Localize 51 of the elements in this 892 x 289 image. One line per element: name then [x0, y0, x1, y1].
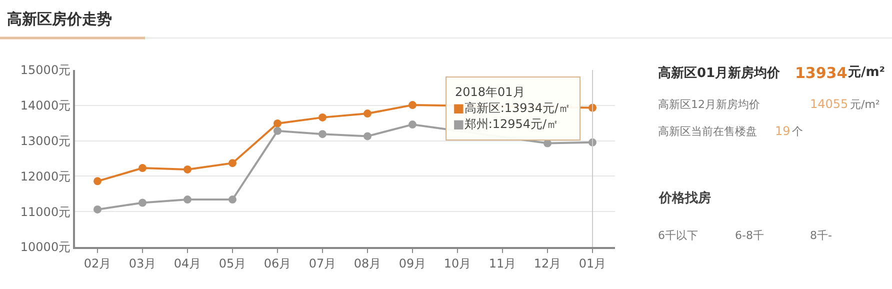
x-tick-label: 05月: [218, 256, 246, 270]
text: 价格找房: [658, 190, 711, 206]
x-tick-label: 02月: [84, 256, 112, 270]
point: [228, 196, 236, 204]
x-tick-label: 03月: [128, 256, 156, 270]
point: [364, 110, 372, 118]
text: 高新区12月新房均价: [658, 98, 760, 111]
y-tick-label: 10000元: [20, 240, 71, 254]
x-tick-label: 08月: [354, 256, 382, 270]
annotation: ■郑州:12954元/㎡: [453, 117, 559, 131]
point: [94, 205, 102, 214]
x-tick-label: 04月: [174, 256, 202, 270]
point: [274, 119, 282, 128]
chart-title: 高新区房价走势: [7, 10, 112, 28]
text: 个: [792, 125, 803, 138]
x-tick-label: 01月: [578, 256, 606, 270]
point: [94, 177, 102, 186]
x-tick-label: 09月: [398, 256, 426, 270]
y-tick-label: 13000元: [20, 134, 71, 148]
text: 高新区01月新房均价: [658, 65, 782, 81]
text: 19: [775, 124, 790, 138]
y-tick-label: 11000元: [20, 204, 71, 219]
point: [138, 164, 146, 172]
annotation: 2018年01月: [455, 85, 525, 99]
text: 6-8千: [735, 229, 764, 242]
y-tick-label: 14000元: [20, 98, 71, 113]
x-tick-label: 07月: [308, 256, 336, 270]
x-tick-label: 10月: [444, 256, 472, 270]
y-tick-label: 15000元: [20, 63, 71, 78]
point: [318, 130, 326, 138]
point: [408, 120, 416, 129]
text: 8千-: [810, 229, 832, 242]
point: [184, 165, 192, 174]
text: 元/m²: [850, 98, 880, 111]
text: 6千以下: [658, 229, 698, 242]
point: [228, 159, 236, 168]
annotation: ■高新区:13934元/㎡: [453, 101, 571, 115]
text: 13934: [795, 64, 848, 82]
point: [408, 101, 416, 110]
point: [364, 132, 372, 140]
point: [184, 196, 192, 204]
point: [318, 113, 326, 122]
text: 高新区当前在售楼盘: [658, 125, 757, 138]
point: [138, 198, 146, 207]
y-tick-label: 12000元: [20, 169, 71, 184]
point: [274, 126, 282, 135]
x-tick-label: 11月: [488, 256, 516, 270]
x-tick-label: 06月: [264, 256, 292, 270]
text: 14055: [810, 97, 848, 111]
text: 元/m²: [847, 65, 885, 80]
x-tick-label: 12月: [534, 256, 562, 270]
